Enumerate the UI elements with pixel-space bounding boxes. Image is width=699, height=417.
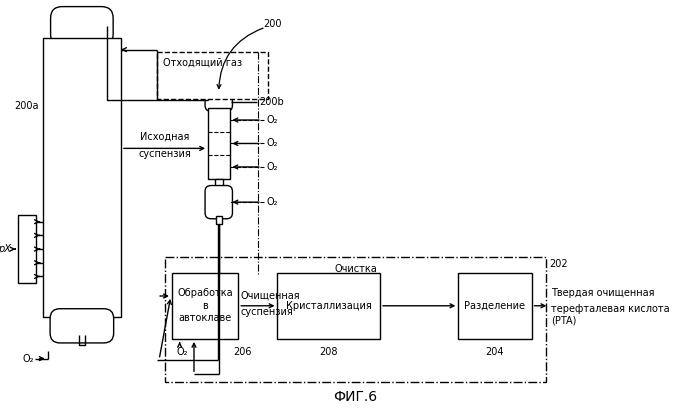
Bar (43, 38, 121, 317)
Text: 200a: 200a (15, 101, 39, 111)
Text: 200: 200 (263, 19, 281, 29)
FancyBboxPatch shape (205, 88, 233, 111)
Bar (157, 52, 268, 98)
Text: (PTA): (PTA) (552, 316, 577, 326)
Bar (216, 216, 222, 224)
Text: O₂: O₂ (266, 162, 278, 172)
Bar (172, 273, 238, 339)
Text: O₂: O₂ (266, 138, 278, 148)
Text: Твердая очищенная: Твердая очищенная (552, 288, 655, 298)
Text: Очищенная: Очищенная (240, 291, 300, 301)
Text: Исходная: Исходная (140, 131, 189, 141)
Bar (208, 108, 229, 178)
Text: O₂: O₂ (266, 115, 278, 125)
Text: Отходящий газ: Отходящий газ (163, 58, 242, 68)
Text: Обработка
в
автоклаве: Обработка в автоклаве (178, 289, 233, 323)
Text: pX: pX (0, 244, 10, 254)
Text: ФИГ.6: ФИГ.6 (333, 389, 377, 404)
Text: Кристаллизация: Кристаллизация (286, 301, 372, 311)
Bar (459, 273, 532, 339)
Text: терефталевая кислота: терефталевая кислота (552, 304, 670, 314)
Bar (278, 273, 380, 339)
Text: O₂: O₂ (266, 197, 278, 207)
Text: 204: 204 (486, 347, 504, 357)
Text: суспензия: суспензия (240, 307, 293, 317)
FancyBboxPatch shape (50, 7, 113, 46)
FancyBboxPatch shape (205, 186, 233, 219)
Text: суспензия: суспензия (138, 149, 191, 159)
Text: O₂: O₂ (177, 347, 188, 357)
Bar (165, 257, 547, 382)
Text: O₂: O₂ (22, 354, 34, 364)
Text: 206: 206 (233, 347, 252, 357)
Text: Разделение: Разделение (464, 301, 526, 311)
Bar (215, 178, 223, 188)
Text: Очистка: Очистка (334, 264, 377, 274)
FancyBboxPatch shape (50, 309, 114, 343)
Text: 200b: 200b (259, 98, 284, 108)
Text: 208: 208 (319, 347, 338, 357)
Text: 202: 202 (549, 259, 568, 269)
Bar (18, 215, 36, 283)
